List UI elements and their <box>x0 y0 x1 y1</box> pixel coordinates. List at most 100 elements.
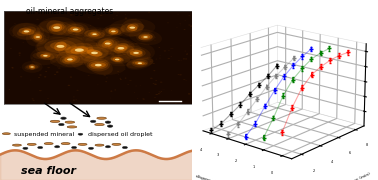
Ellipse shape <box>23 25 26 26</box>
Ellipse shape <box>120 22 144 33</box>
Ellipse shape <box>61 117 66 119</box>
Ellipse shape <box>126 58 153 69</box>
Ellipse shape <box>57 45 64 48</box>
Ellipse shape <box>154 84 157 85</box>
Ellipse shape <box>33 52 58 60</box>
Ellipse shape <box>183 79 186 80</box>
Ellipse shape <box>73 28 79 31</box>
Ellipse shape <box>47 67 50 68</box>
Ellipse shape <box>30 66 34 68</box>
Ellipse shape <box>142 98 144 99</box>
Text: oil-mineral aggregates: oil-mineral aggregates <box>26 7 114 16</box>
Ellipse shape <box>82 33 84 34</box>
Ellipse shape <box>19 28 34 35</box>
Ellipse shape <box>133 52 139 54</box>
Ellipse shape <box>99 30 102 31</box>
Ellipse shape <box>95 123 104 126</box>
Ellipse shape <box>106 77 108 78</box>
Ellipse shape <box>48 53 49 54</box>
Ellipse shape <box>125 14 126 15</box>
Ellipse shape <box>36 51 54 60</box>
Ellipse shape <box>86 49 103 57</box>
Ellipse shape <box>66 24 85 35</box>
Ellipse shape <box>186 80 187 81</box>
Ellipse shape <box>117 43 155 63</box>
Ellipse shape <box>10 48 12 49</box>
Ellipse shape <box>91 62 106 68</box>
Ellipse shape <box>106 44 108 45</box>
Ellipse shape <box>129 80 132 81</box>
Ellipse shape <box>179 74 182 75</box>
Ellipse shape <box>104 75 106 76</box>
Ellipse shape <box>25 64 40 70</box>
Ellipse shape <box>134 35 137 36</box>
Ellipse shape <box>40 54 50 57</box>
Ellipse shape <box>27 143 36 145</box>
Ellipse shape <box>125 18 127 19</box>
Ellipse shape <box>127 48 146 58</box>
Ellipse shape <box>3 11 5 12</box>
Ellipse shape <box>9 23 44 40</box>
Ellipse shape <box>17 26 36 36</box>
Ellipse shape <box>87 49 102 57</box>
Ellipse shape <box>160 55 161 56</box>
Ellipse shape <box>110 91 112 92</box>
Ellipse shape <box>19 53 21 54</box>
Ellipse shape <box>44 51 45 52</box>
Ellipse shape <box>150 78 153 79</box>
Text: dispersed oil droplet: dispersed oil droplet <box>88 132 152 137</box>
Ellipse shape <box>105 81 107 82</box>
Ellipse shape <box>56 72 59 73</box>
Ellipse shape <box>153 83 155 84</box>
Ellipse shape <box>40 53 51 58</box>
Ellipse shape <box>32 98 34 99</box>
Ellipse shape <box>56 51 84 68</box>
Ellipse shape <box>67 37 70 38</box>
Ellipse shape <box>100 15 102 16</box>
Ellipse shape <box>105 42 110 45</box>
Ellipse shape <box>35 35 86 58</box>
Ellipse shape <box>92 33 97 35</box>
Ellipse shape <box>118 47 124 50</box>
Ellipse shape <box>54 41 67 51</box>
Ellipse shape <box>124 69 126 70</box>
Ellipse shape <box>70 14 73 15</box>
Ellipse shape <box>135 24 137 25</box>
Ellipse shape <box>107 40 135 56</box>
Ellipse shape <box>88 75 90 76</box>
Ellipse shape <box>116 15 118 16</box>
Ellipse shape <box>54 21 98 38</box>
Ellipse shape <box>137 98 138 99</box>
Ellipse shape <box>134 92 135 93</box>
Ellipse shape <box>29 64 36 70</box>
Ellipse shape <box>101 24 126 39</box>
Ellipse shape <box>51 24 62 32</box>
Ellipse shape <box>99 37 143 59</box>
Ellipse shape <box>115 45 127 51</box>
Ellipse shape <box>54 74 56 75</box>
Ellipse shape <box>89 46 90 47</box>
Ellipse shape <box>70 26 81 33</box>
Ellipse shape <box>72 58 74 59</box>
Ellipse shape <box>26 28 50 46</box>
Text: suspended mineral: suspended mineral <box>14 132 74 137</box>
Ellipse shape <box>149 57 151 58</box>
Ellipse shape <box>99 53 135 66</box>
Ellipse shape <box>187 53 188 54</box>
Ellipse shape <box>190 45 192 46</box>
Ellipse shape <box>87 59 110 71</box>
Ellipse shape <box>190 26 193 27</box>
Ellipse shape <box>80 44 109 61</box>
Ellipse shape <box>155 37 156 38</box>
Ellipse shape <box>27 30 30 31</box>
Ellipse shape <box>71 147 77 149</box>
Ellipse shape <box>68 27 84 32</box>
Ellipse shape <box>48 32 50 33</box>
Ellipse shape <box>83 37 85 38</box>
Ellipse shape <box>139 85 141 86</box>
Ellipse shape <box>33 33 42 41</box>
Ellipse shape <box>22 42 24 43</box>
Ellipse shape <box>108 34 109 35</box>
Ellipse shape <box>96 38 119 50</box>
Ellipse shape <box>50 120 60 122</box>
